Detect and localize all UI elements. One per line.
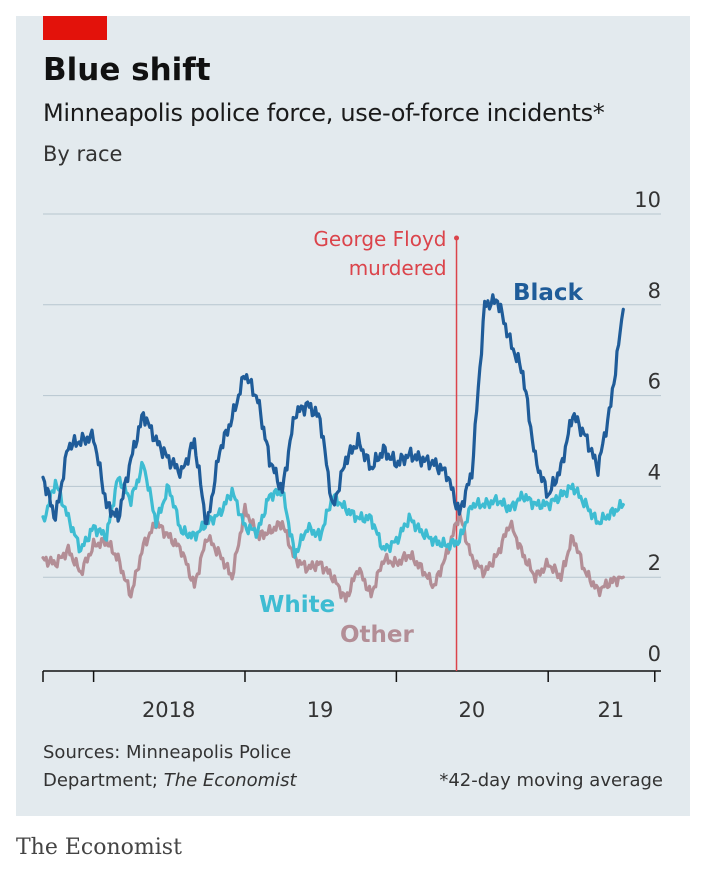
y-tick-label-0: 0 [648, 642, 661, 666]
source-line-1: Sources: Minneapolis Police [43, 742, 292, 763]
accent-bar [43, 16, 107, 40]
series-label-black: Black [513, 280, 584, 306]
brand-wordmark: The Economist [16, 835, 182, 860]
y-tick-label-2: 2 [648, 551, 661, 575]
annotation-dot [454, 235, 460, 241]
x-tick-label-2: 20 [458, 698, 485, 722]
chart-title: Blue shift [43, 52, 211, 88]
series-line-other [41, 502, 625, 603]
y-tick-label-4: 4 [648, 460, 661, 484]
source-prefix: Department; [43, 770, 164, 791]
y-tick-label-8: 8 [648, 279, 661, 303]
footnote: *42-day moving average [439, 770, 663, 791]
annotation-text-2: murdered [349, 256, 447, 280]
y-tick-label-10: 10 [634, 188, 661, 212]
chart-subsubtitle: By race [43, 142, 123, 166]
annotation-text-1: George Floyd [313, 227, 446, 251]
series-label-white: White [259, 592, 335, 618]
x-tick-label-0: 2018 [142, 698, 195, 722]
y-tick-label-6: 6 [648, 370, 661, 394]
source-italic: The Economist [163, 770, 297, 791]
chart-card: Blue shift Minneapolis police force, use… [16, 16, 690, 816]
x-tick-label-3: 21 [597, 698, 624, 722]
series-line-white [41, 460, 625, 559]
source-line-2: Department; The Economist [43, 770, 297, 791]
line-chart: 0 2 4 6 8 10 2018 19 20 21 George Floyd murdered Bla… [41, 188, 661, 722]
series-line-black [41, 293, 625, 526]
x-tick-label-1: 19 [307, 698, 334, 722]
series-label-other: Other [340, 622, 415, 648]
chart-subtitle: Minneapolis police force, use-of-force i… [43, 99, 605, 127]
